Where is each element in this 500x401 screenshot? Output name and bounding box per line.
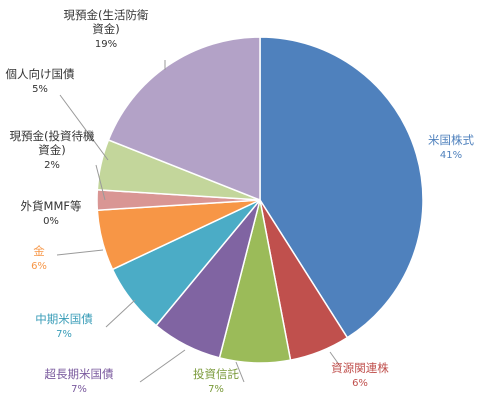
slice-10 <box>107 36 261 202</box>
slice-4-name-line: 超長期米国債 <box>45 367 114 381</box>
slice-5-label: 中期米国債 7% <box>35 312 93 340</box>
slice-3-percent: 7% <box>208 384 224 395</box>
slice-6-name-line: 金 <box>33 244 45 258</box>
slice-2-leader-line <box>329 351 341 367</box>
slice-3-leader-line <box>235 361 245 383</box>
slice-8-name-line: 資金) <box>38 143 66 157</box>
slice-8-label: 現預金(投資待機資金) 2% <box>10 129 95 171</box>
slice-9-label: 個人向け国債 5% <box>6 67 75 95</box>
slice-1-percent: 41% <box>440 150 462 161</box>
slice-7-label: 外貨MMF等 0% <box>21 199 82 227</box>
slice-10-label: 現預金(生活防衛資金) 19% <box>64 8 149 50</box>
slice-9-percent: 5% <box>32 84 48 95</box>
slice-1-name-line: 米国株式 <box>428 133 474 147</box>
slice-6-label: 金 6% <box>31 244 47 272</box>
slice-2-label: 資源関連株 6% <box>331 361 389 389</box>
slice-3-name-line: 投資信託 <box>193 367 239 381</box>
slice-9-leader-line <box>59 94 109 161</box>
slice-7-name-line: 外貨MMF等 <box>21 199 82 213</box>
slice-labels: 米国株式 41% 資源関連株 6% 投資信託 7% 超長期米国債 7% 中期米国債 7% 金 6% 外貨… <box>6 8 475 395</box>
slice-10-percent: 19% <box>95 39 117 50</box>
slice-8-percent: 2% <box>44 160 60 171</box>
slice-6-percent: 6% <box>31 261 47 272</box>
slice-1 <box>259 36 424 339</box>
slice-5-leader-line <box>105 299 136 328</box>
slice-4-percent: 7% <box>71 384 87 395</box>
slice-7-percent: 0% <box>43 216 59 227</box>
slice-3-label: 投資信託 7% <box>193 367 239 395</box>
slice-6-leader-line <box>56 249 104 256</box>
slice-2-name-line: 資源関連株 <box>331 361 389 375</box>
slice-2-percent: 6% <box>352 378 368 389</box>
slice-8-name-line: 現預金(投資待機 <box>10 129 95 143</box>
slice-8-leader-line <box>95 164 106 201</box>
slice-1-label: 米国株式 41% <box>428 133 474 161</box>
pie-slices <box>96 36 424 364</box>
slice-10-name-line: 現預金(生活防衛 <box>64 8 149 22</box>
slice-5-name-line: 中期米国債 <box>35 312 93 326</box>
slice-9-name-line: 個人向け国債 <box>6 67 75 81</box>
slice-10-name-line: 資金) <box>92 22 120 36</box>
slice-4-leader-line <box>139 349 186 383</box>
slice-4-label: 超長期米国債 7% <box>45 367 114 395</box>
slice-5-percent: 7% <box>56 329 72 340</box>
leader-lines <box>56 60 341 383</box>
